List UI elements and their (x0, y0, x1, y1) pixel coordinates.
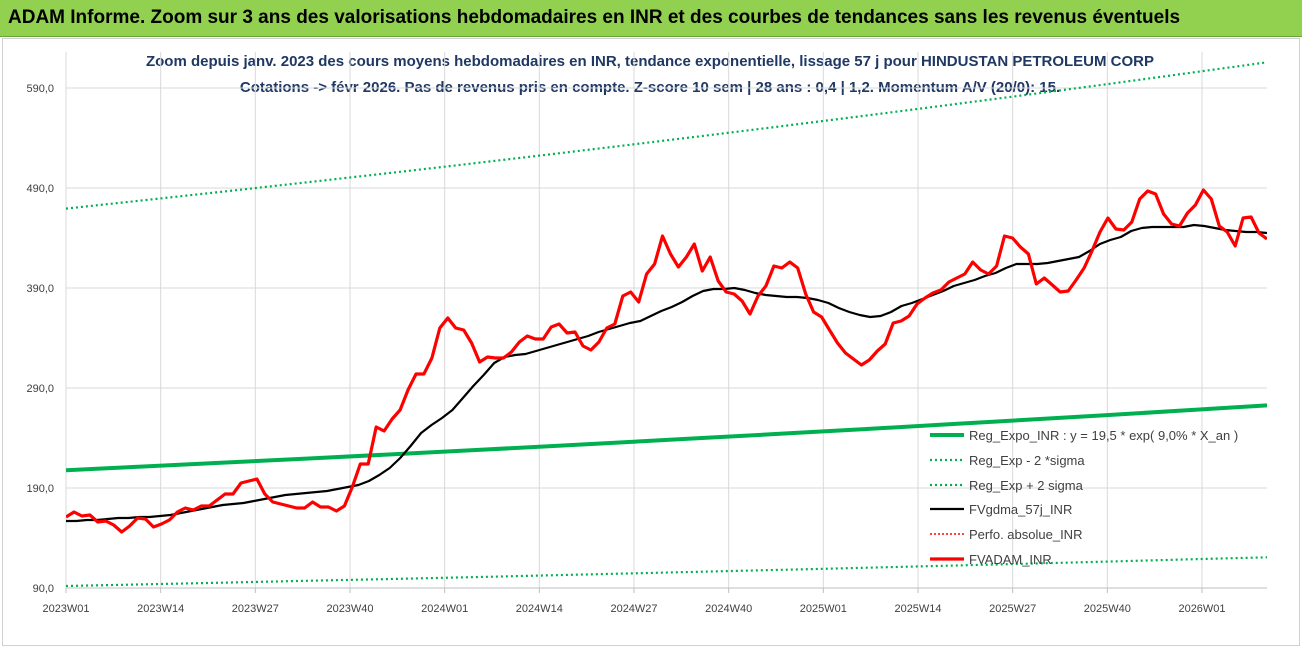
x-tick-label: 2025W14 (894, 603, 941, 615)
x-tick-label: 2025W40 (1084, 603, 1131, 615)
legend-label: Reg_Expo_INR : y = 19,5 * exp( 9,0% * X_… (969, 428, 1238, 443)
legend-label: FVADAM_INR (969, 552, 1052, 567)
x-tick-label: 2026W01 (1178, 603, 1225, 615)
x-tick-label: 2023W27 (232, 603, 279, 615)
legend-label: Reg_Exp - 2 *sigma (969, 453, 1085, 468)
x-tick-label: 2025W27 (989, 603, 1036, 615)
y-tick-label: 90,0 (33, 583, 54, 595)
chart-title: Zoom depuis janv. 2023 des cours moyens … (145, 53, 1155, 70)
x-tick-label: 2023W01 (42, 603, 89, 615)
y-tick-label: 290,0 (26, 383, 54, 395)
y-tick-label: 590,0 (26, 83, 54, 95)
fvgdma-line (66, 223, 1267, 523)
x-tick-label: 2024W01 (421, 603, 468, 615)
x-tick-label: 2025W01 (800, 603, 847, 615)
reg-expo-line (66, 403, 1267, 473)
x-tick-label: 2023W40 (326, 603, 373, 615)
reg-plus-2sigma-line (66, 61, 1267, 210)
x-tick-label: 2024W14 (516, 603, 563, 615)
legend-label: FVgdma_57j_INR (969, 502, 1072, 517)
y-tick-label: 490,0 (26, 183, 54, 195)
x-tick-label: 2023W14 (137, 603, 184, 615)
header-title: ADAM Informe. Zoom sur 3 ans des valoris… (8, 7, 1181, 28)
y-tick-label: 190,0 (26, 483, 54, 495)
chart-frame (2, 38, 1300, 646)
fvadam-line (66, 188, 1267, 534)
header-banner: ADAM Informe. Zoom sur 3 ans des valoris… (0, 0, 1302, 37)
legend-label: Reg_Exp + 2 sigma (969, 478, 1084, 493)
reg-minus-2sigma-line (66, 556, 1267, 588)
legend-label: Perfo. absolue_INR (969, 527, 1082, 542)
x-tick-label: 2024W40 (705, 603, 752, 615)
x-tick-label: 2024W27 (610, 603, 657, 615)
y-tick-label: 390,0 (26, 283, 54, 295)
